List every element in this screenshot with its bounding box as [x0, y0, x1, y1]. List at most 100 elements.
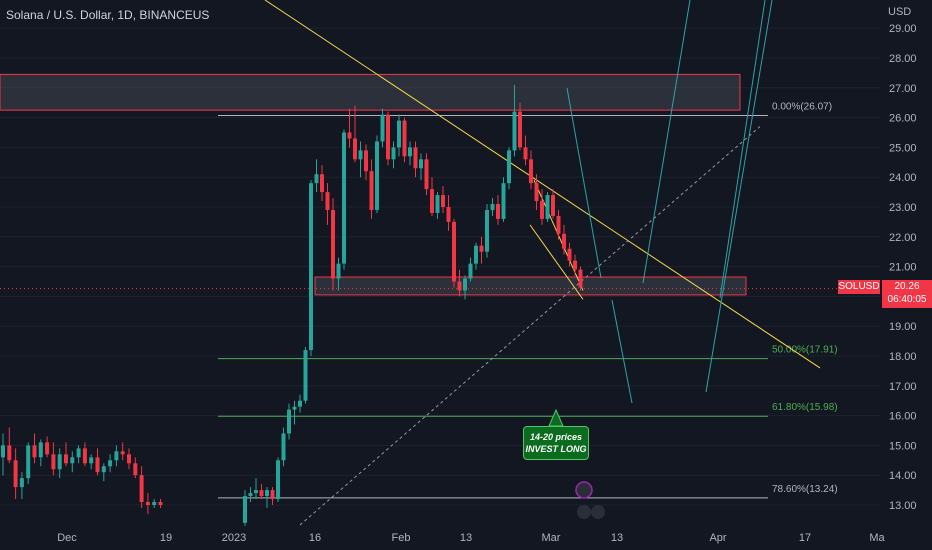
- candle-body: [325, 192, 330, 210]
- candle-body: [358, 150, 363, 160]
- candle-body: [127, 454, 131, 464]
- y-tick-label: 23.00: [889, 202, 917, 214]
- x-tick-label: 2023: [222, 532, 246, 544]
- candle-body: [133, 463, 138, 476]
- candle-body: [13, 460, 18, 488]
- candle-body: [101, 466, 106, 473]
- candle-body: [342, 132, 346, 264]
- annotation-pointer: [548, 408, 564, 427]
- x-tick-label: 17: [799, 532, 811, 544]
- channel-bottom-line: [529, 224, 584, 300]
- candle-body: [402, 120, 407, 157]
- candle-body: [292, 406, 297, 410]
- y-tick-label: 22.00: [889, 232, 917, 244]
- candle-body: [567, 248, 572, 261]
- candle-body: [490, 204, 495, 210]
- candle-body: [70, 457, 75, 464]
- candle-body: [430, 189, 434, 213]
- candle-body: [281, 433, 286, 461]
- candle-body: [551, 195, 555, 216]
- y-tick-label: 21.00: [889, 262, 917, 274]
- candle-body: [485, 209, 489, 252]
- candle-body: [336, 263, 341, 279]
- candle-body: [303, 350, 308, 401]
- candle-body: [7, 445, 12, 461]
- candle-body: [424, 159, 429, 190]
- y-tick-label: 27.00: [889, 83, 917, 95]
- candle-body: [152, 502, 157, 505]
- last-price-tag: 20.26 06:40:05: [882, 280, 932, 308]
- candle-body: [314, 174, 319, 184]
- candle-body: [534, 183, 539, 202]
- candle-body: [76, 448, 81, 458]
- candle-body: [501, 183, 506, 219]
- annotation-line-1: 14-20 prices: [529, 432, 583, 442]
- projection-arrow: [642, 0, 691, 284]
- candle-body: [320, 174, 324, 193]
- candle-body: [1, 445, 5, 458]
- symbol-tag: SOLUSD: [838, 280, 880, 294]
- candle-body: [265, 490, 269, 497]
- fib-level-label: 50.00%(17.91): [772, 345, 838, 356]
- candle-body: [463, 278, 467, 291]
- candle-body: [441, 195, 445, 207]
- y-tick-label: 18.00: [889, 351, 917, 363]
- candle-body: [380, 114, 385, 142]
- projection-arrow: [611, 299, 633, 404]
- candle-body: [540, 201, 544, 219]
- candle-body: [435, 195, 440, 213]
- candle-body: [397, 120, 401, 148]
- projection-arrow: [719, 0, 766, 299]
- x-tick-label: 13: [460, 532, 472, 544]
- candle-body: [375, 141, 379, 210]
- candle-body: [545, 195, 550, 219]
- x-tick-label: Apr: [709, 532, 726, 544]
- supply-demand-zone: [0, 73, 741, 111]
- candle-body: [95, 457, 100, 473]
- x-tick-label: Feb: [392, 532, 411, 544]
- y-tick-label: 15.00: [889, 440, 917, 452]
- annotation-line-2: INVEST LONG: [525, 444, 587, 454]
- currency-label: USD: [888, 6, 912, 18]
- supply-demand-zone: [314, 276, 747, 296]
- y-tick-label: 19.00: [889, 321, 917, 333]
- candle-body: [419, 159, 423, 169]
- candle-body: [145, 502, 150, 505]
- event-icon: [591, 505, 605, 519]
- x-tick-label: 13: [611, 532, 623, 544]
- candle-body: [64, 454, 68, 464]
- candle-body: [578, 269, 583, 288]
- candle-body: [158, 502, 163, 505]
- candle-body: [38, 442, 43, 458]
- candle-body: [512, 111, 517, 151]
- candle-body: [496, 204, 500, 219]
- y-tick-label: 24.00: [889, 172, 917, 184]
- candle-body: [331, 209, 335, 279]
- bar-countdown: 06:40:05: [887, 294, 927, 305]
- y-tick-label: 25.00: [889, 142, 917, 154]
- candle-body: [386, 114, 390, 160]
- candle-body: [82, 448, 87, 464]
- last-price: 20.26: [894, 281, 920, 292]
- x-tick-label: Ma: [869, 532, 885, 544]
- candle-body: [287, 409, 291, 434]
- y-tick-label: 26.00: [889, 113, 917, 125]
- event-icon: [577, 505, 591, 519]
- y-tick-label: 17.00: [889, 381, 917, 393]
- invest-long-annotation[interactable]: 14-20 prices INVEST LONG: [523, 426, 589, 460]
- projection-arrow: [705, 0, 773, 393]
- candle-body: [243, 496, 247, 523]
- candle-body: [452, 221, 456, 282]
- candle-body: [114, 451, 119, 461]
- candle-body: [364, 150, 368, 172]
- candle-body: [309, 183, 313, 351]
- candle-body: [298, 400, 302, 407]
- descending-trendline: [264, 0, 821, 369]
- candle-body: [562, 233, 566, 249]
- x-tick-label: Dec: [57, 532, 77, 544]
- x-tick-label: 16: [309, 532, 321, 544]
- candle-body: [523, 147, 528, 160]
- candle-body: [254, 490, 258, 494]
- candle-body: [89, 457, 94, 464]
